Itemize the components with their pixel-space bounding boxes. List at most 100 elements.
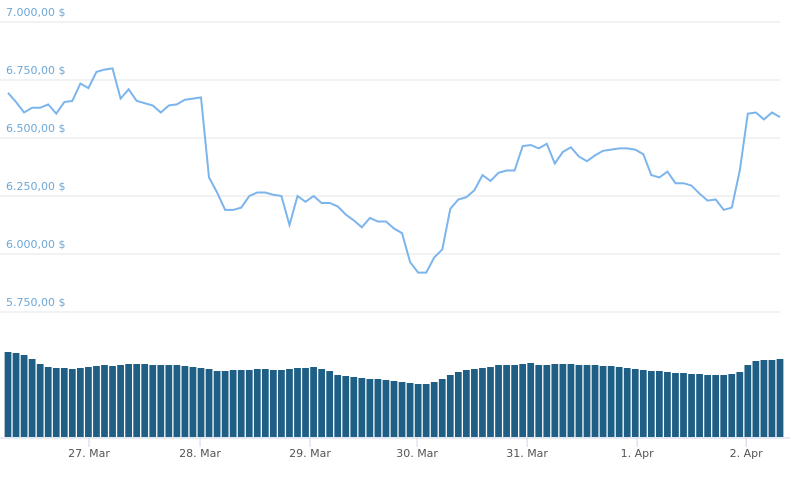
- volume-bar: [551, 364, 559, 437]
- volume-bar: [430, 382, 438, 437]
- volume-bar: [12, 353, 20, 437]
- volume-bar: [229, 370, 237, 437]
- volume-bar: [471, 369, 478, 437]
- volume-bar: [631, 369, 639, 437]
- volume-bar: [253, 369, 261, 437]
- volume-bar: [28, 359, 36, 437]
- x-tick-label: 28. Mar: [179, 447, 221, 460]
- volume-bar: [406, 383, 414, 437]
- volume-bar: [93, 366, 100, 437]
- volume-bar: [688, 374, 695, 437]
- volume-bar: [157, 365, 165, 437]
- volume-bar: [398, 382, 406, 437]
- volume-bar: [60, 368, 68, 437]
- volume-bar: [647, 371, 655, 437]
- volume-bar: [607, 366, 615, 437]
- volume-bar: [342, 376, 350, 437]
- volume-bar: [768, 360, 776, 437]
- volume-bar: [213, 371, 221, 437]
- y-tick-label: 5.750,00 $: [6, 296, 65, 309]
- volume-bar: [527, 363, 535, 437]
- volume-bar: [390, 381, 398, 437]
- volume-bar: [583, 365, 591, 437]
- x-tick-label: 31. Mar: [506, 447, 548, 460]
- y-tick-label: 7.000,00 $: [6, 6, 65, 19]
- y-tick-label: 6.500,00 $: [6, 122, 65, 135]
- volume-bar: [720, 375, 728, 437]
- volume-bar: [519, 364, 527, 437]
- volume-bar: [334, 375, 342, 437]
- y-tick-label: 6.750,00 $: [6, 64, 65, 77]
- volume-bar: [44, 367, 52, 437]
- volume-bar: [133, 364, 141, 437]
- x-tick-label: 29. Mar: [289, 447, 331, 460]
- volume-bar: [221, 371, 229, 437]
- volume-bar: [511, 365, 519, 437]
- volume-bar: [382, 380, 390, 437]
- volume-bar: [744, 365, 752, 437]
- volume-bar: [326, 371, 334, 437]
- volume-bar: [197, 368, 205, 437]
- volume-bar: [245, 370, 253, 437]
- volume-bar: [599, 366, 607, 437]
- volume-bar: [712, 375, 720, 437]
- volume-bar: [237, 370, 245, 437]
- volume-bar: [728, 374, 736, 437]
- volume-bar: [479, 368, 486, 437]
- volume-bar: [36, 364, 44, 437]
- x-tick-label: 27. Mar: [68, 447, 110, 460]
- volume-bar: [559, 364, 567, 437]
- volume-bar: [358, 378, 366, 437]
- volume-bar: [503, 365, 510, 437]
- volume-bar: [76, 368, 84, 437]
- volume-bar: [302, 368, 309, 437]
- volume-bar: [269, 370, 277, 437]
- volume-bar: [85, 367, 92, 437]
- y-tick-label: 6.250,00 $: [6, 180, 65, 193]
- volume-bar: [181, 366, 189, 437]
- volume-bar: [261, 369, 269, 437]
- volume-bar: [664, 372, 671, 437]
- volume-bar: [101, 365, 108, 437]
- volume-bar: [495, 365, 502, 437]
- volume-bar: [623, 368, 631, 437]
- volume-bar: [422, 384, 430, 437]
- volume-bar: [286, 369, 293, 437]
- volume-bar: [462, 370, 470, 437]
- volume-bar: [680, 373, 687, 437]
- volume-bar: [438, 379, 446, 437]
- volume-bar: [205, 369, 213, 437]
- volume-bar: [294, 368, 301, 437]
- volume-bar: [68, 369, 76, 437]
- volume-bar: [615, 367, 623, 437]
- volume-bar: [736, 372, 744, 437]
- price-line: [7, 67, 781, 274]
- volume-bar: [366, 379, 374, 437]
- volume-bar: [141, 364, 149, 437]
- volume-bar: [173, 365, 181, 437]
- volume-bar: [165, 365, 173, 437]
- volume-bar: [189, 367, 197, 437]
- volume-bar: [696, 374, 703, 437]
- volume-bar: [639, 370, 647, 437]
- volume-bar: [487, 367, 494, 437]
- volume-bar: [655, 371, 663, 437]
- volume-bar: [704, 375, 712, 437]
- volume-bar: [454, 372, 462, 437]
- volume-bar: [109, 366, 116, 437]
- volume-bar: [591, 365, 599, 437]
- x-tick-label: 30. Mar: [396, 447, 438, 460]
- y-tick-label: 6.000,00 $: [6, 238, 65, 251]
- volume-bar: [52, 368, 60, 437]
- volume-bar: [535, 365, 543, 437]
- volume-bar: [374, 379, 382, 437]
- volume-bar: [318, 369, 326, 437]
- volume-bar: [776, 359, 784, 437]
- x-tick-label: 2. Apr: [730, 447, 763, 460]
- x-tick-label: 1. Apr: [621, 447, 654, 460]
- volume-bar: [672, 373, 679, 437]
- volume-bar: [125, 364, 133, 437]
- volume-bar: [567, 364, 575, 437]
- volume-bar: [310, 367, 317, 437]
